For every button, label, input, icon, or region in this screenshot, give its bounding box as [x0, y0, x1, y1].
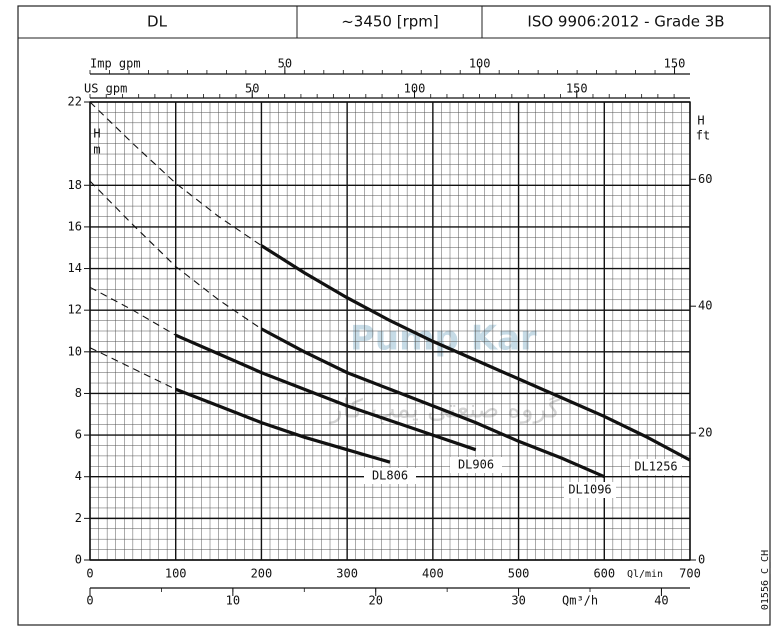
label-bg: [364, 468, 416, 484]
x-tick-label: 500: [508, 567, 530, 581]
x-tick-label: 0: [86, 567, 93, 581]
curve-dashed: [89, 101, 262, 247]
x-axis-label: Ql/min: [627, 569, 663, 580]
y2-tick-label: 60: [698, 172, 712, 186]
curve-label: DL806: [372, 469, 408, 483]
y-tick-label: 22: [68, 95, 82, 109]
tick-label: 0: [86, 594, 93, 608]
y-tick-label: 10: [68, 344, 82, 358]
frame: [17, 5, 771, 626]
y2-tick-label: 20: [698, 426, 712, 440]
x-tick-label: 700: [679, 567, 701, 581]
curve: [175, 387, 391, 464]
axis-label: Qm³/h: [562, 594, 598, 608]
label-bg: [450, 457, 502, 473]
tick-label: 150: [566, 82, 588, 96]
label-bg: [630, 459, 682, 475]
y-tick-label: 14: [68, 261, 82, 275]
tick-label: 40: [654, 594, 668, 608]
y2-tick-label: 0: [698, 553, 705, 567]
header-cell: ISO 9906:2012 - Grade 3B: [527, 13, 724, 31]
curve-label: DL906: [458, 458, 494, 472]
curve-label: DL1256: [634, 460, 677, 474]
x-tick-label: 300: [336, 567, 358, 581]
curve: [175, 333, 477, 452]
axis-label: US gpm: [84, 82, 127, 96]
side-code: 01556_C_CH: [760, 550, 771, 610]
curve-dashed: [89, 180, 262, 330]
tick-label: 10: [226, 594, 240, 608]
y-tick-label: 16: [68, 219, 82, 233]
tick-label: 50: [278, 57, 292, 71]
y-axis-label: m: [93, 143, 100, 157]
tick-label: 20: [368, 594, 382, 608]
y-axis-label: H: [93, 127, 100, 141]
curve: [260, 244, 691, 462]
y-tick-label: 4: [75, 469, 82, 483]
y-tick-label: 12: [68, 303, 82, 317]
curve-dashed: [89, 347, 176, 390]
y2-axis-label: H: [697, 114, 704, 128]
plot-frame: [89, 101, 691, 561]
tick-label: 100: [469, 57, 491, 71]
label-bg: [564, 482, 616, 498]
y-tick-label: 0: [75, 553, 82, 567]
curve-label: DL1096: [568, 483, 611, 497]
curve-dashed: [89, 286, 176, 336]
tick-label: 150: [664, 57, 686, 71]
tick-label: 30: [511, 594, 525, 608]
y2-axis-label: ft: [696, 129, 710, 143]
curve: [260, 327, 605, 479]
y-tick-label: 2: [75, 511, 82, 525]
x-tick-label: 400: [422, 567, 444, 581]
x-tick-label: 200: [251, 567, 273, 581]
y-tick-label: 18: [68, 178, 82, 192]
axis-label: Imp gpm: [90, 57, 141, 71]
tick-label: 100: [404, 82, 426, 96]
header-cell: DL: [147, 13, 168, 31]
tick-label: 50: [245, 82, 259, 96]
y-tick-label: 6: [75, 428, 82, 442]
x-tick-label: 600: [593, 567, 615, 581]
x-tick-label: 100: [165, 567, 187, 581]
header-cell: ~3450 [rpm]: [341, 13, 439, 31]
y2-tick-label: 40: [698, 299, 712, 313]
y-tick-label: 8: [75, 386, 82, 400]
